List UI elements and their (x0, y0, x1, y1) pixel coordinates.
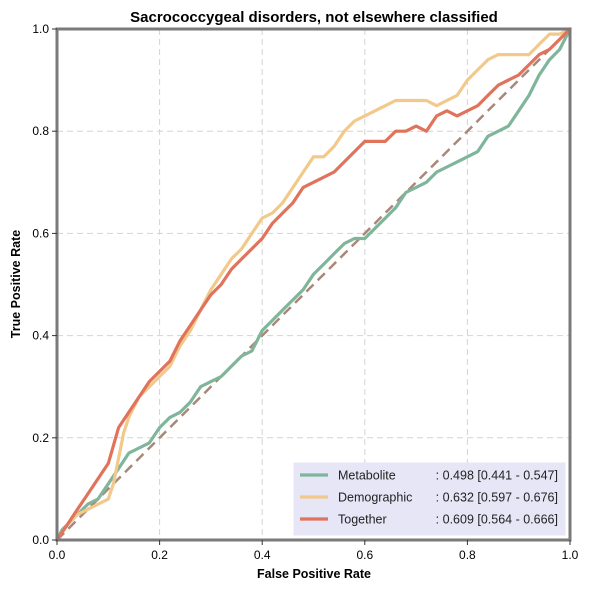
x-tick-label: 0.2 (151, 548, 168, 562)
legend-stats-demographic: : 0.632 [0.597 - 0.676] (436, 491, 558, 505)
x-tick-label: 1.0 (562, 548, 579, 562)
x-tick-label: 0.6 (356, 548, 373, 562)
y-tick-label: 0.8 (32, 124, 49, 138)
y-axis-label: True Positive Rate (9, 230, 23, 338)
x-tick-label: 0.0 (49, 548, 66, 562)
legend-label-metabolite: Metabolite (338, 469, 396, 483)
legend-label-demographic: Demographic (338, 491, 412, 505)
series-line-metabolite (55, 27, 572, 542)
legend-label-together: Together (338, 513, 387, 527)
series-layer (55, 27, 572, 542)
y-tick-label: 0.0 (32, 533, 49, 547)
y-tick-label: 1.0 (32, 22, 49, 36)
legend: Metabolite : 0.498 [0.441 - 0.547] Demogra… (293, 462, 566, 536)
chart-title: Sacrococcygeal disorders, not elsewhere … (130, 9, 498, 26)
y-tick-label: 0.2 (32, 431, 49, 445)
axis-ticks: 0.0 0.2 0.4 0.6 0.8 1.0 0.0 0.2 0.4 0.6 0.8 1.0 (32, 22, 578, 562)
plot-frame (55, 27, 572, 542)
y-tick-label: 0.6 (32, 226, 49, 240)
x-tick-label: 0.8 (459, 548, 476, 562)
x-axis-label: False Positive Rate (257, 567, 371, 581)
legend-stats-metabolite: : 0.498 [0.441 - 0.547] (436, 469, 558, 483)
legend-stats-together: : 0.609 [0.564 - 0.666] (436, 513, 558, 527)
chance-diagonal (56, 28, 571, 541)
y-tick-label: 0.4 (32, 329, 49, 343)
legend-box (293, 462, 566, 536)
series-line-together (55, 27, 572, 542)
series-line-demographic (55, 27, 572, 542)
x-tick-label: 0.4 (254, 548, 271, 562)
